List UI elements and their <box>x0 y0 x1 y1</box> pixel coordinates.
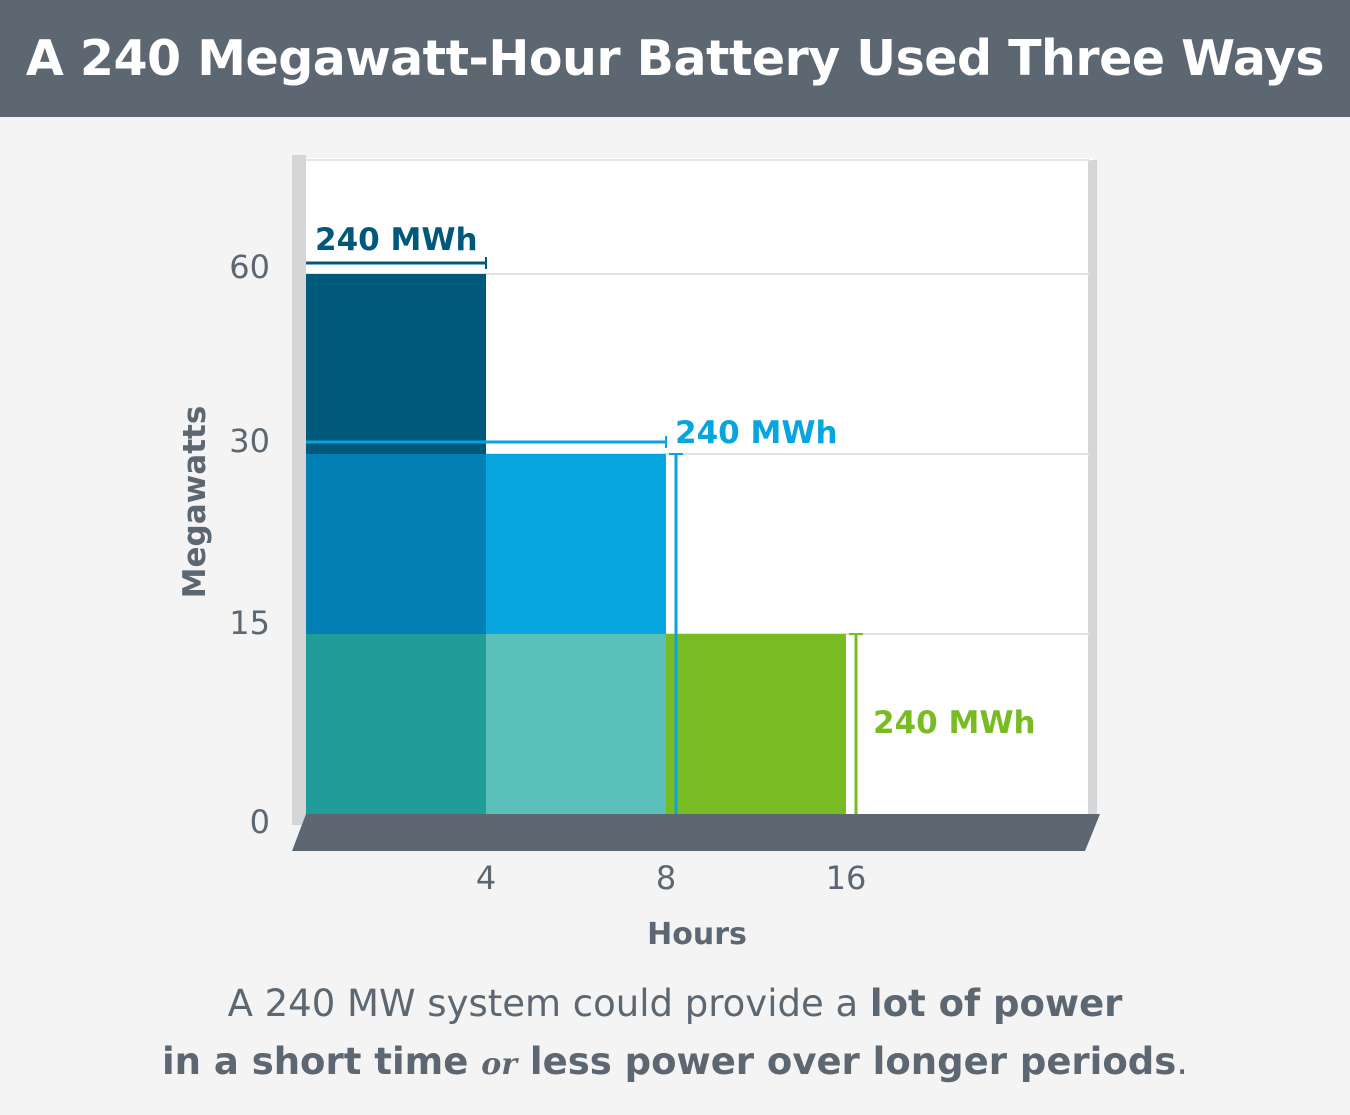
y-tick-label: 30 <box>229 422 270 460</box>
x-tick-label: 16 <box>826 859 867 897</box>
overlap-all-three <box>306 634 486 814</box>
caption-bold-2: in a short time <box>161 1040 482 1083</box>
floor <box>292 814 1100 851</box>
overlap-dark-light-blue <box>306 454 486 634</box>
caption-text-1: A 240 MW system could provide a <box>227 982 870 1025</box>
dimension-markers: 240 MWh 240 MWh 240 MWh <box>306 222 1036 814</box>
x-tick-labels: 4 8 16 <box>476 859 867 897</box>
y-axis-label: Megawatts <box>177 406 213 599</box>
caption-or: or <box>481 1047 518 1082</box>
y-tick-labels: 0 15 30 60 <box>229 248 270 841</box>
x-tick-label: 4 <box>476 859 496 897</box>
caption-bold-1: lot of power <box>869 982 1123 1025</box>
label-green: 240 MWh <box>873 705 1036 741</box>
chart-title: A 240 Megawatt-Hour Battery Used Three W… <box>25 30 1325 87</box>
label-dark-blue: 240 MWh <box>315 222 478 258</box>
right-wall <box>1088 160 1097 820</box>
left-wall <box>292 155 306 825</box>
caption: A 240 MW system could provide a lot of p… <box>0 975 1350 1094</box>
x-tick-label: 8 <box>656 859 676 897</box>
caption-line-2: in a short time or less power over longe… <box>0 1033 1350 1094</box>
caption-bold-3: less power over longer periods <box>517 1040 1177 1083</box>
title-bar: A 240 Megawatt-Hour Battery Used Three W… <box>0 0 1350 117</box>
battery-chart: 240 MWh 240 MWh 240 MWh 0 15 30 60 4 8 16 Megaw… <box>177 155 1100 952</box>
y-tick-label: 15 <box>229 604 270 642</box>
y-tick-label: 0 <box>250 803 270 841</box>
x-axis-label: Hours <box>647 917 747 952</box>
y-tick-label: 60 <box>229 248 270 286</box>
label-light-blue: 240 MWh <box>675 415 838 451</box>
overlap-light-blue-green <box>486 634 666 814</box>
caption-period: . <box>1176 1040 1189 1083</box>
caption-line-1: A 240 MW system could provide a lot of p… <box>0 975 1350 1033</box>
bars <box>306 274 846 814</box>
